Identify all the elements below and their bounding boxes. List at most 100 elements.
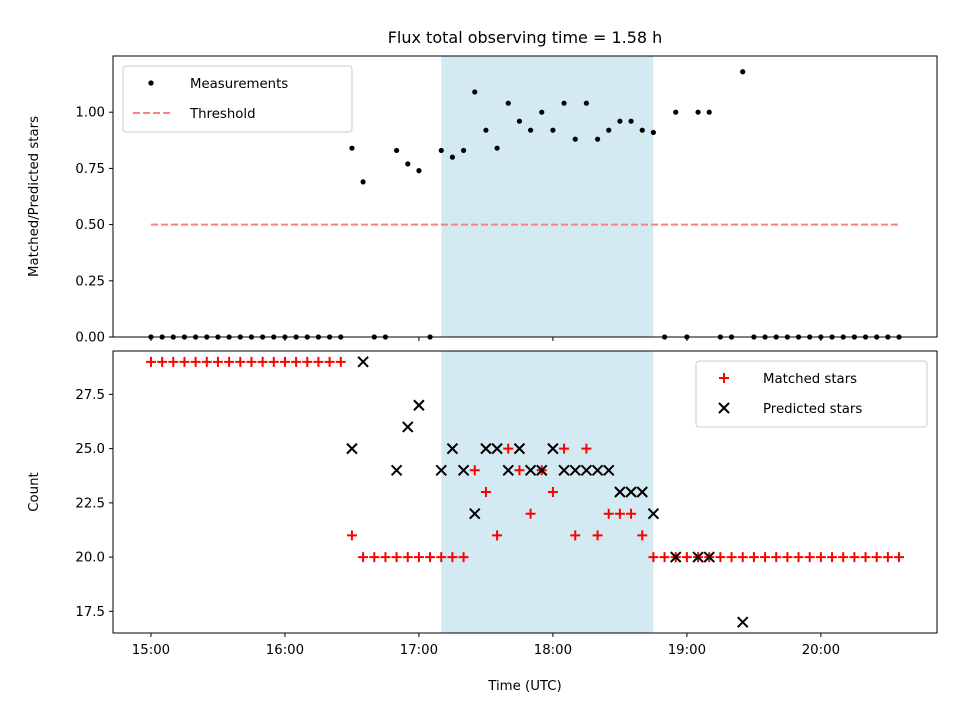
data-point bbox=[358, 552, 369, 563]
data-point bbox=[413, 399, 425, 411]
data-point bbox=[480, 442, 492, 455]
data-point bbox=[614, 486, 626, 498]
data-point bbox=[480, 487, 491, 497]
x-axis-label: Time (UTC) bbox=[487, 679, 562, 694]
data-point bbox=[503, 443, 514, 454]
data-point bbox=[157, 356, 168, 367]
y-tick-label: 25.0 bbox=[75, 442, 105, 457]
data-point bbox=[625, 486, 637, 498]
data-point bbox=[494, 145, 500, 151]
data-point bbox=[592, 530, 603, 541]
data-point bbox=[413, 552, 424, 563]
data-point bbox=[257, 356, 268, 367]
data-point bbox=[436, 552, 447, 563]
legend-marker bbox=[148, 80, 154, 86]
data-point bbox=[570, 530, 581, 541]
data-point bbox=[650, 129, 657, 136]
y-tick-label: 22.5 bbox=[75, 496, 105, 511]
data-point bbox=[393, 147, 400, 154]
data-point bbox=[782, 552, 793, 563]
data-point bbox=[670, 551, 682, 563]
data-point bbox=[449, 154, 456, 160]
plot-frame bbox=[112, 55, 938, 338]
data-point bbox=[405, 161, 411, 167]
data-point bbox=[569, 464, 581, 477]
data-point bbox=[505, 100, 511, 106]
data-point bbox=[636, 486, 648, 498]
legend-label: Threshold bbox=[189, 107, 256, 122]
data-point bbox=[390, 464, 403, 477]
data-point bbox=[703, 551, 715, 563]
data-point bbox=[346, 530, 357, 541]
data-point bbox=[581, 443, 592, 454]
y-tick-label: 0.75 bbox=[75, 162, 105, 177]
data-point bbox=[190, 356, 201, 367]
data-point bbox=[514, 465, 525, 476]
data-point bbox=[402, 421, 414, 433]
data-point bbox=[591, 464, 604, 477]
data-point bbox=[692, 551, 704, 563]
data-point bbox=[815, 552, 826, 563]
y-tick-label: 0.00 bbox=[75, 331, 105, 346]
data-point bbox=[291, 356, 302, 367]
chart-title: Flux total observing time = 1.58 h bbox=[388, 28, 663, 47]
data-point bbox=[447, 552, 458, 563]
data-point bbox=[647, 507, 660, 520]
data-point bbox=[894, 552, 905, 563]
y-tick-label: 27.5 bbox=[75, 388, 105, 403]
data-point bbox=[224, 356, 235, 367]
x-tick-label: 18:00 bbox=[534, 643, 572, 658]
observing-window-span bbox=[441, 56, 654, 337]
data-point bbox=[617, 118, 623, 124]
data-point bbox=[838, 552, 849, 563]
data-point bbox=[446, 442, 459, 455]
data-point bbox=[726, 552, 737, 563]
data-point bbox=[827, 552, 838, 563]
data-point bbox=[648, 552, 659, 563]
legend-label: Measurements bbox=[190, 77, 288, 92]
data-point bbox=[871, 552, 882, 563]
data-point bbox=[369, 552, 380, 563]
data-point bbox=[561, 100, 567, 106]
data-point bbox=[313, 356, 324, 367]
data-point bbox=[458, 552, 469, 563]
data-point bbox=[583, 100, 590, 106]
data-point bbox=[516, 118, 523, 124]
y-tick-label: 20.0 bbox=[75, 551, 105, 566]
series-predicted-stars bbox=[346, 356, 749, 628]
bottom-panel-count: 17.5 20.0 22.5 25.0 27.5 15:00 16:00 17:00 18:00… bbox=[27, 350, 938, 658]
data-point bbox=[771, 552, 782, 563]
data-point bbox=[860, 552, 871, 563]
legend-marker bbox=[718, 402, 730, 414]
y-axis-label: Count bbox=[27, 472, 42, 512]
data-point bbox=[279, 356, 290, 367]
data-point bbox=[614, 508, 625, 519]
x-tick-label: 19:00 bbox=[668, 643, 706, 658]
data-point bbox=[502, 464, 514, 477]
data-point bbox=[457, 464, 470, 477]
legend: Measurements Threshold bbox=[122, 65, 353, 133]
data-point bbox=[268, 356, 279, 367]
data-point bbox=[737, 552, 748, 563]
data-point bbox=[527, 127, 534, 133]
data-point bbox=[380, 552, 391, 563]
data-point bbox=[235, 356, 246, 367]
data-point bbox=[324, 356, 335, 367]
data-point bbox=[748, 552, 759, 563]
legend-box bbox=[695, 360, 928, 428]
data-point bbox=[547, 487, 558, 497]
series-measurements bbox=[148, 69, 902, 340]
data-point bbox=[335, 356, 346, 367]
data-point bbox=[391, 552, 402, 563]
data-point bbox=[302, 356, 313, 367]
data-point bbox=[425, 552, 436, 563]
data-point bbox=[673, 109, 679, 115]
data-point bbox=[558, 464, 570, 477]
data-point bbox=[513, 442, 526, 455]
data-point bbox=[469, 465, 480, 476]
data-point bbox=[559, 443, 570, 454]
y-tick-label: 0.50 bbox=[75, 218, 105, 233]
data-point bbox=[492, 530, 503, 541]
x-tick-label: 20:00 bbox=[802, 643, 840, 658]
